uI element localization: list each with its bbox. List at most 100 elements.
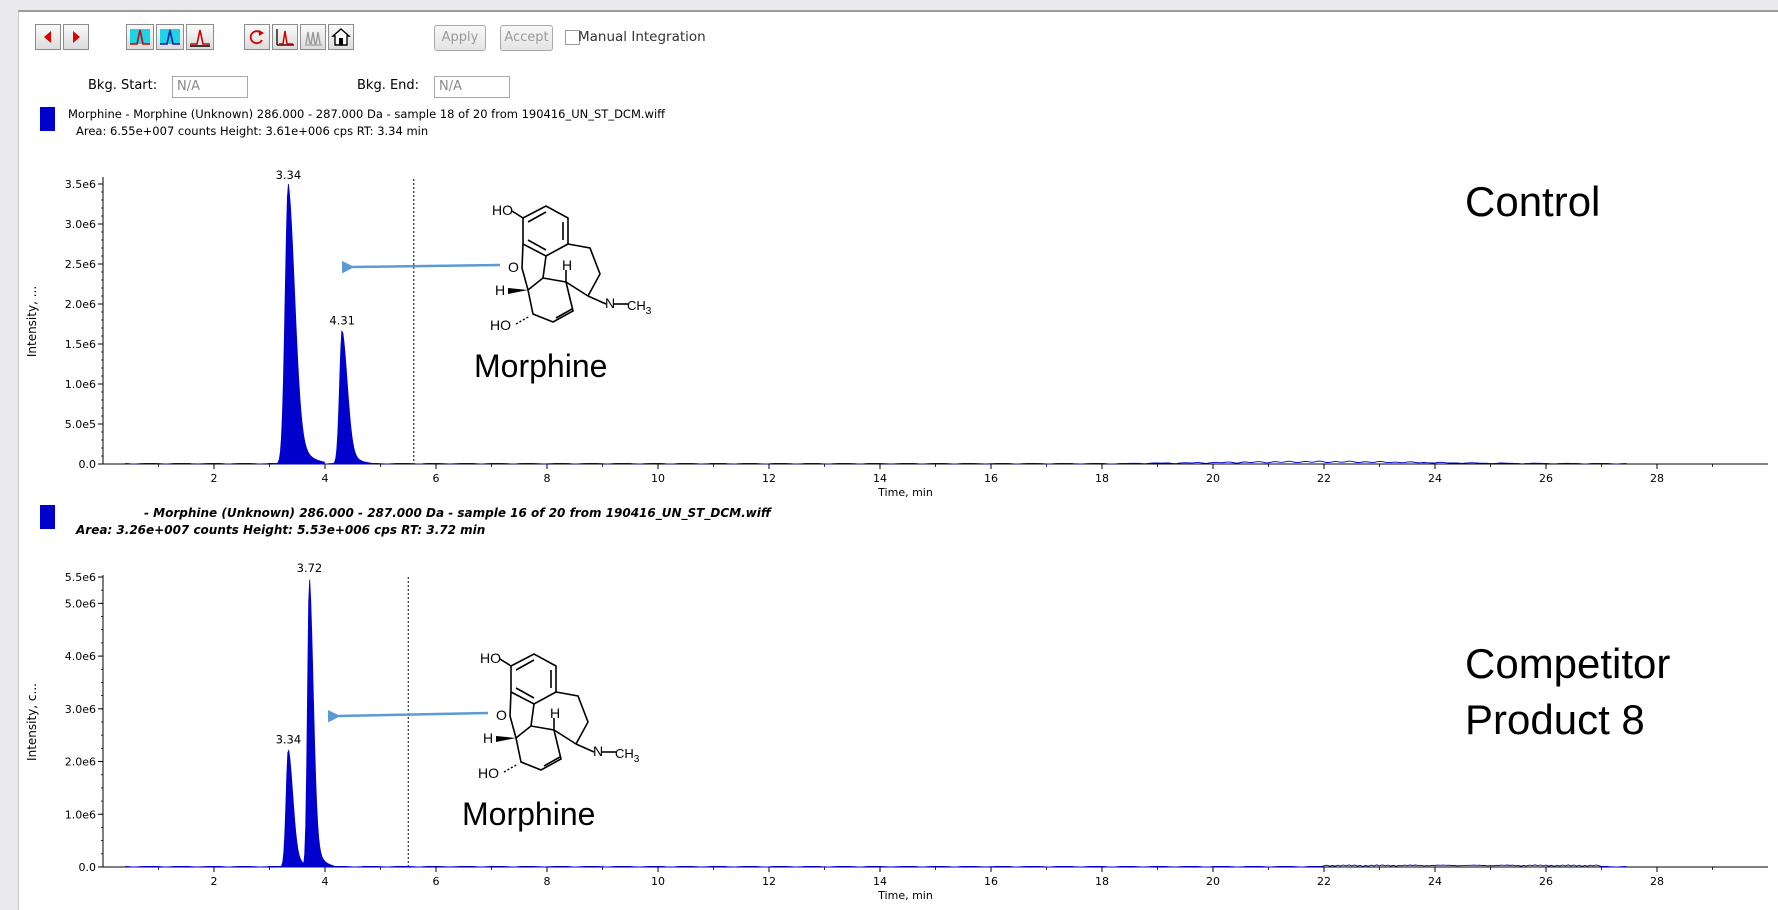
next-sample-button[interactable] [63,24,89,50]
y-tick-label: 5.0e6 [65,597,96,610]
peak-label: 3.34 [276,168,302,182]
mol2-h-bridge: H [550,705,560,721]
arrow-to-peak-2 [327,709,489,723]
y-tick-label: 3.0e6 [65,703,96,716]
x-tick-label: 14 [873,472,887,485]
annotation-competitor-line2: Product 8 [1465,696,1645,743]
peak-view-button-1[interactable] [126,24,154,50]
baseline-trace [125,864,1627,868]
accept-button[interactable]: Accept [500,25,553,51]
x-tick-label: 6 [433,875,440,888]
chart2-header-line1: - Morphine (Unknown) 286.000 - 287.000 D… [144,506,771,520]
x-tick-label: 10 [651,472,665,485]
x-tick-label: 16 [984,472,998,485]
trace-color-swatch-1 [40,107,55,131]
bkg-end-field[interactable]: N/A [434,76,510,98]
peak-view-button-2[interactable] [156,24,184,50]
chart1-header-line1: Morphine - Morphine (Unknown) 286.000 - … [68,107,666,121]
mol1-n: N [605,295,615,311]
x-tick-label: 24 [1428,472,1442,485]
x-tick-label: 12 [762,875,776,888]
mol1-ho-bottom: HO [490,317,511,333]
baseline-trace [125,460,1627,465]
y-tick-label: 5.0e5 [65,418,96,431]
mol1-ch3: CH3 [627,298,652,317]
mol2-n: N [593,743,603,759]
mol2-o: O [496,707,507,723]
mol2-h-side: H [483,730,493,746]
refresh-button[interactable] [244,24,270,50]
multi-peak-icon [305,31,322,46]
manual-integration-checkbox[interactable] [565,30,580,45]
peak-label: 3.34 [276,732,302,746]
bkg-end-label: Bkg. End: [357,78,420,93]
x-tick-label: 16 [984,875,998,888]
peak-label: 4.31 [329,314,355,328]
right-arrow-icon [73,31,80,43]
bkg-start-label: Bkg. Start: [88,78,158,93]
x-axis-label: Time, min [877,889,933,902]
morphine-structure-2: HO O H H N CH3 HO [478,650,640,781]
x-tick-label: 18 [1095,875,1109,888]
y-tick-label: 1.0e6 [65,808,96,821]
peak-table-button[interactable] [272,24,298,50]
x-tick-label: 6 [433,472,440,485]
x-tick-label: 20 [1206,472,1220,485]
x-tick-label: 24 [1428,875,1442,888]
peak-3.72 [298,579,335,868]
x-tick-label: 20 [1206,875,1220,888]
x-tick-label: 4 [322,875,329,888]
prev-sample-button[interactable] [35,24,61,50]
molecule-label-1: Morphine [474,348,608,384]
trace-color-swatch-2 [40,505,55,529]
bkg-start-field[interactable]: N/A [172,76,248,98]
y-tick-label: 5.5e6 [65,571,96,584]
x-tick-label: 2 [211,875,218,888]
x-tick-label: 8 [544,875,551,888]
chart2-header-line2: Area: 3.26e+007 counts Height: 5.53e+006… [76,523,486,537]
morphine-structure-1: HO O H H N CH3 HO [490,202,652,333]
left-arrow-icon [44,31,51,43]
y-axis-label: Intensity, c... [25,683,39,761]
peak-baseline-icon [190,29,210,47]
x-tick-label: 14 [873,875,887,888]
x-tick-label: 26 [1539,875,1553,888]
y-tick-label: 0.0 [79,458,97,471]
refresh-icon [249,30,264,45]
peak-label: 3.72 [297,561,323,575]
manual-integration-label: Manual Integration [578,29,706,45]
y-tick-label: 2.0e6 [65,298,96,311]
apply-button[interactable]: Apply [434,25,486,51]
x-axis-label: Time, min [877,486,933,499]
home-icon [331,28,351,46]
arrow-to-peak-1 [341,260,501,274]
x-tick-label: 28 [1650,875,1664,888]
mol1-h-bridge: H [562,257,572,273]
home-button[interactable] [328,24,354,50]
x-tick-label: 26 [1539,472,1553,485]
x-tick-label: 4 [322,472,329,485]
mol1-ho-top: HO [492,202,513,218]
chart1-header-line2: Area: 6.55e+007 counts Height: 3.61e+006… [76,124,429,138]
x-tick-label: 22 [1317,875,1331,888]
peak-view-button-3[interactable] [186,24,214,50]
y-tick-label: 1.5e6 [65,338,96,351]
y-tick-label: 2.5e6 [65,258,96,271]
y-tick-label: 1.0e6 [65,378,96,391]
x-tick-label: 2 [211,472,218,485]
mol2-ho-bottom: HO [478,765,499,781]
x-tick-label: 12 [762,472,776,485]
x-tick-label: 8 [544,472,551,485]
mol2-ch3: CH3 [615,746,640,765]
x-tick-label: 10 [651,875,665,888]
peak-cyan-icon [130,29,150,45]
annotation-control: Control [1465,178,1601,225]
mol2-ho-top: HO [480,650,501,666]
y-tick-label: 0.0 [79,861,97,874]
multi-peak-button[interactable] [300,24,326,50]
molecule-label-2: Morphine [462,796,596,832]
